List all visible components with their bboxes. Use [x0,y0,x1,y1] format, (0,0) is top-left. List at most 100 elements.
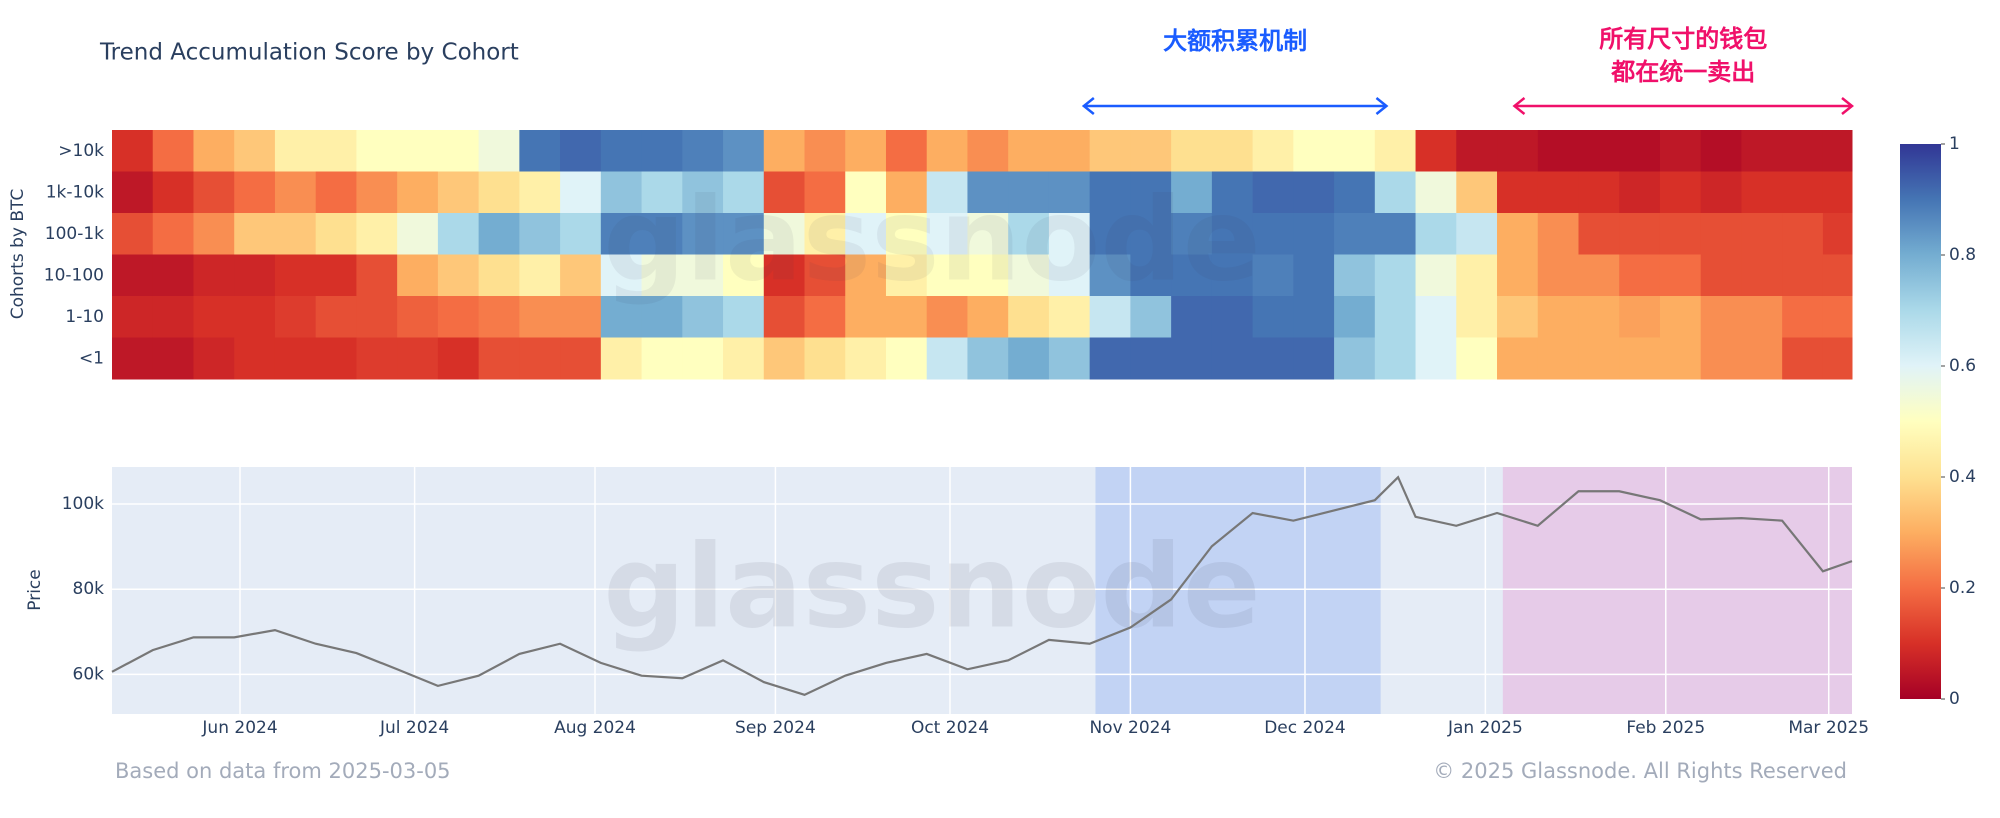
heatmap-cell [845,254,887,297]
heatmap-cell [274,296,317,338]
heatmap-cell [1008,213,1050,255]
heatmap-cell [926,213,968,255]
heatmap-cell [1822,130,1853,172]
heatmap-cell [1211,171,1254,214]
heatmap-cell [1741,213,1783,255]
heatmap-cell [519,296,561,338]
heatmap-cell [519,213,561,255]
heatmap-cell [1822,337,1853,380]
y-tick-label: 100k [62,494,104,514]
heatmap-cell [1171,254,1213,297]
heatmap-cell [1089,337,1131,380]
heatmap-cell [234,254,276,297]
heatmap-cell [600,296,643,338]
heatmap-cell [315,296,357,338]
heatmap-cell [1374,296,1417,338]
heatmap-cell [1578,337,1620,380]
heatmap-cell [397,171,439,214]
colorbar-tick-label: 0.4 [1949,467,1976,487]
heatmap-cell [763,130,806,172]
heatmap-cell [1130,254,1172,297]
heatmap-cell [315,337,357,380]
heatmap-cell [397,213,439,255]
heatmap-cell [682,130,724,172]
heatmap-cell [274,130,317,172]
heatmap-cell [1293,337,1335,380]
heatmap-cell [1048,130,1091,172]
heatmap-cell [1497,296,1539,338]
x-tick-label: Feb 2025 [1626,718,1705,738]
heatmap-cell [1252,296,1294,338]
heatmap-cell [885,296,928,338]
heatmap-cell [274,171,317,214]
heatmap-cell [560,171,602,214]
heatmap-cell [723,213,765,255]
arrow-head [1375,97,1389,115]
heatmap-cell [1334,213,1376,255]
heatmap-cell [1008,296,1050,338]
heatmap-cell [437,337,480,380]
x-tick-label: Jul 2024 [379,718,449,738]
heatmap-cell [478,213,520,255]
heatmap-cell [1171,213,1213,255]
heatmap-cell [478,254,520,297]
heatmap-cell [1048,254,1091,297]
heatmap-cell [641,130,683,172]
heatmap-cell [1334,337,1376,380]
heatmap-cell [845,130,887,172]
annotation-text: 所有尺寸的钱包 [1599,25,1767,53]
heatmap-cell [560,337,602,380]
heatmap-cell [315,171,357,214]
heatmap-cell [1252,337,1294,380]
heatmap-cell [804,213,846,255]
heatmap-cell [1089,254,1131,297]
heatmap-cell [315,254,357,297]
heatmap-cell [1537,296,1579,338]
heatmap-cell [1659,254,1702,297]
heatmap-cell [967,296,1009,338]
heatmap-cell [1130,130,1172,172]
heatmap-cell [1822,213,1853,255]
heatmap-cell [804,254,846,297]
heatmap-cell [356,171,398,214]
heatmap-cell [1578,213,1620,255]
heatmap-cell [437,130,480,172]
heatmap-cell [1822,254,1853,297]
y-axis-title: Price [25,569,45,610]
heatmap-cell [763,171,806,214]
heatmap-cell [478,337,520,380]
heatmap-cell [1456,296,1498,338]
heatmap-cell [1659,171,1702,214]
heatmap-cell [1537,213,1579,255]
y-tick-label: 1-10 [65,307,104,327]
heatmap-cell [1537,130,1579,172]
heatmap-cell [967,213,1009,255]
heatmap-cell [1659,337,1702,380]
heatmap-cell [152,213,194,255]
x-tick-label: Oct 2024 [911,718,989,738]
heatmap-cell [682,171,724,214]
y-axis-title: Cohorts by BTC [8,189,28,320]
heatmap-cell [1293,130,1335,172]
heatmap-cell [1171,337,1213,380]
heatmap-cell [1497,171,1539,214]
heatmap-cell [1782,254,1824,297]
heatmap-cell [926,337,968,380]
shaded-range [1095,467,1381,714]
heatmap-cell [723,254,765,297]
heatmap-cell [1415,296,1457,338]
heatmap-cell [723,337,765,380]
heatmap-cell [1578,171,1620,214]
heatmap-cell [478,296,520,338]
heatmap-cell [600,130,643,172]
heatmap-cell [1700,337,1742,380]
heatmap-cell [763,296,806,338]
heatmap-cell [1700,213,1742,255]
x-tick-label: Jan 2025 [1447,718,1523,738]
heatmap-cell [274,337,317,380]
heatmap-cell [1374,130,1417,172]
heatmap-cell [600,254,643,297]
heatmap-cell [641,337,683,380]
heatmap-cell [193,337,235,380]
